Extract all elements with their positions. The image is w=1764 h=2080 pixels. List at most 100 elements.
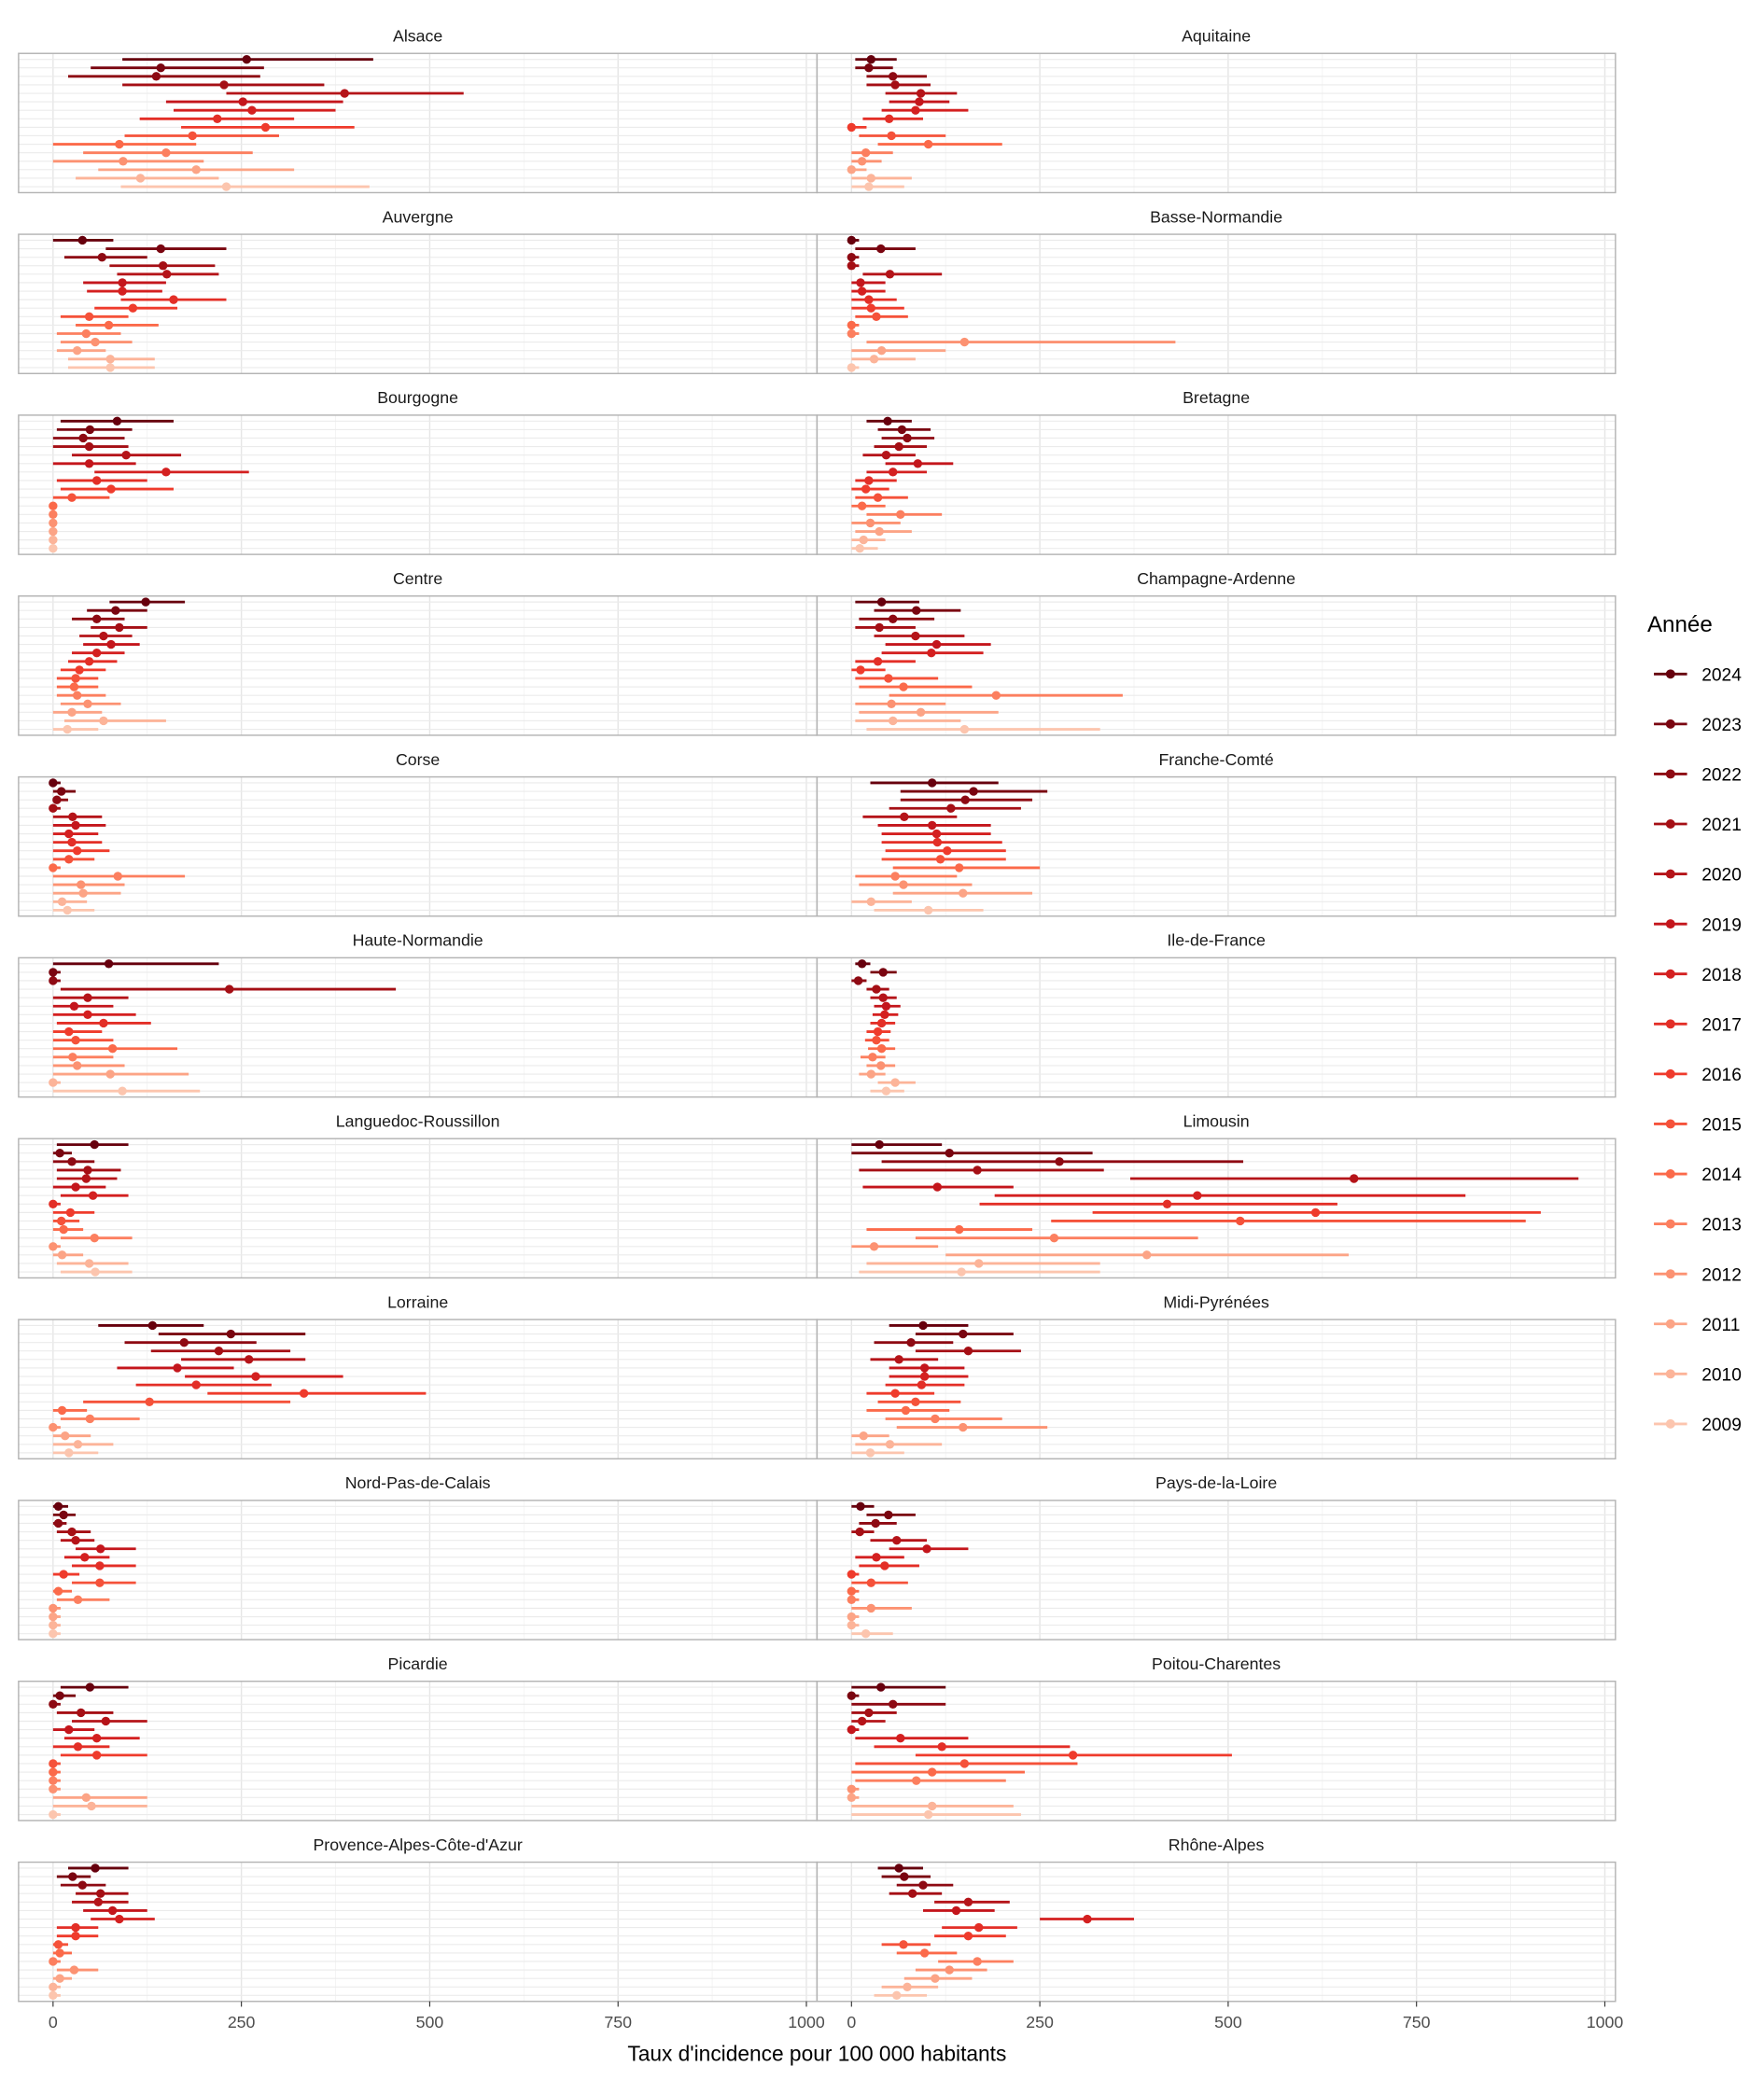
point-2017 [99,1018,108,1028]
point-2020 [900,812,909,822]
point-2012 [49,1422,58,1432]
point-2021 [894,441,903,452]
point-2017 [95,1561,105,1570]
point-2014 [69,682,79,691]
panel-bretagne: Bretagne [816,388,1617,555]
legend-item-2013: 2013 [1654,1216,1742,1235]
legend-label: 2016 [1701,1066,1742,1085]
point-2014 [923,139,933,149]
point-2019 [919,1363,930,1373]
point-2014 [115,139,124,149]
point-2021 [963,1347,973,1356]
point-2015 [188,131,197,141]
point-2012 [899,880,908,889]
point-2010 [84,1259,94,1268]
point-2010 [974,1259,984,1268]
legend-point [1665,719,1675,729]
point-2016 [963,1932,973,1941]
point-2018 [872,1553,881,1562]
point-2018 [1083,1914,1092,1924]
point-2023 [969,787,978,796]
point-2018 [83,1010,92,1020]
point-2014 [955,1224,964,1235]
legend-label: 2018 [1701,966,1742,985]
point-2011 [916,707,926,718]
point-2013 [73,1595,83,1605]
point-2013 [49,510,58,520]
point-2009 [49,1809,58,1820]
point-2013 [847,328,857,339]
point-2011 [931,1974,940,1983]
point-2021 [864,1708,874,1718]
legend-item-2020: 2020 [1654,866,1742,886]
point-2014 [847,320,857,330]
point-2009 [105,363,115,372]
point-2014 [927,1767,937,1777]
legend-point [1665,819,1675,829]
point-2024 [90,1139,99,1150]
point-2013 [847,1595,857,1605]
point-2015 [57,1216,66,1226]
point-2016 [106,484,116,494]
point-2014 [955,863,964,872]
legend-item-2023: 2023 [1654,716,1742,735]
point-2015 [49,1759,58,1768]
point-2024 [883,416,892,426]
point-2021 [158,261,168,271]
panel-poitou-charentes: Poitou-Charentes [816,1654,1617,1822]
point-2024 [77,235,88,245]
point-2020 [340,89,349,98]
point-2009 [63,905,72,915]
point-2024 [857,959,867,969]
panel-champagne-ardenne: Champagne-Ardenne [816,569,1617,736]
point-2017 [191,1380,201,1389]
point-2019 [931,639,942,649]
panel-basse-normandie: Basse-Normandie [816,207,1617,374]
point-2013 [931,1414,940,1424]
point-2009 [864,182,874,191]
point-2013 [85,1414,95,1424]
point-2021 [872,984,881,994]
point-2018 [1193,1191,1202,1200]
point-2024 [918,1320,928,1331]
point-2019 [173,1363,182,1373]
panel-border [18,595,819,736]
legend-point [1665,1169,1675,1179]
point-2013 [49,1957,58,1966]
panel-border [816,52,1617,194]
panel-border [18,775,819,917]
point-2021 [225,984,234,994]
point-2011 [49,1612,58,1622]
legend-item-2015: 2015 [1654,1116,1742,1136]
legend-item-2009: 2009 [1654,1416,1742,1435]
point-2019 [69,1001,79,1011]
x-tick-label: 1000 [788,2013,825,2031]
point-2024 [847,235,857,245]
point-2021 [67,1527,77,1537]
panel-border [18,956,819,1098]
point-2015 [67,493,77,502]
point-2014 [847,1586,857,1596]
legend-item-2017: 2017 [1654,1015,1742,1035]
point-2022 [871,1518,880,1529]
point-2018 [880,1010,889,1020]
legend-point [1665,769,1675,779]
panel-lorraine: Lorraine [18,1292,819,1459]
panel-rh-ne-alpes: Rhône-Alpes [816,1836,1617,2003]
point-2017 [213,114,222,123]
point-2022 [52,795,62,804]
legend-point [1665,1019,1675,1029]
point-2018 [118,286,127,296]
point-2022 [91,614,102,624]
panel-provence-alpes-c-te-d-azur: Provence-Alpes-Côte-d'Azur [18,1836,819,2003]
point-2022 [151,72,161,81]
point-2010 [847,1620,857,1630]
legend-item-2019: 2019 [1654,915,1742,935]
point-2015 [145,1397,154,1406]
legend-label: 2023 [1701,716,1742,735]
point-2009 [923,1809,933,1820]
panel-border [816,775,1617,917]
panel-border [816,233,1617,374]
point-2024 [242,54,251,64]
point-2019 [96,1544,105,1554]
